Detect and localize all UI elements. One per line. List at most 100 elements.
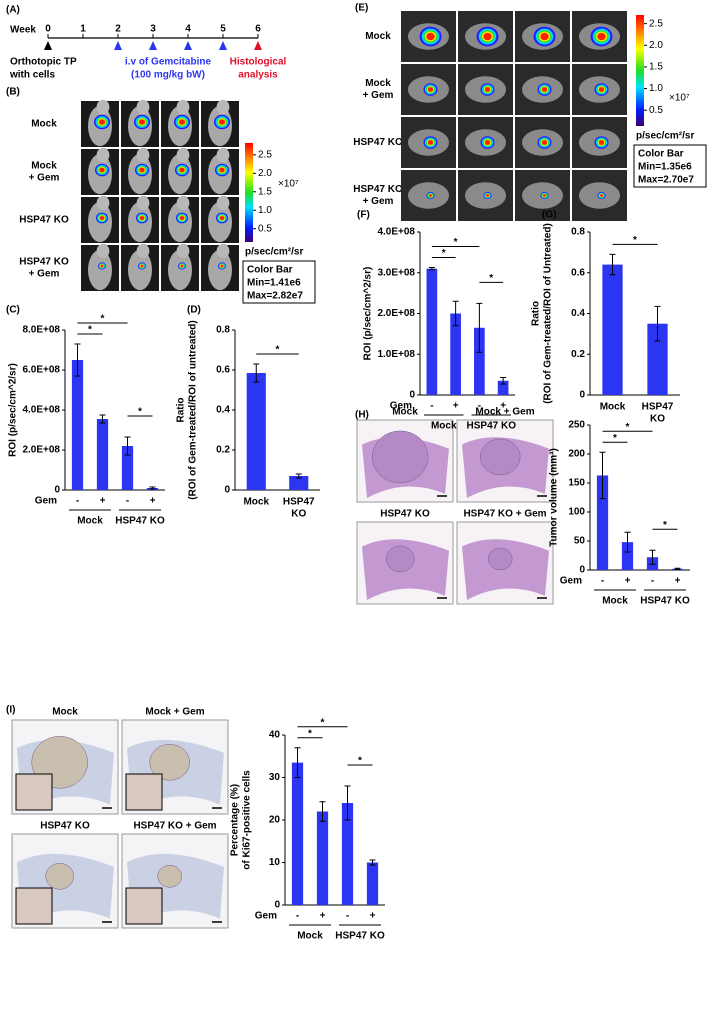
image-label: HSP47 KO <box>40 821 90 832</box>
y-tick-label: 0 <box>54 485 60 496</box>
signal <box>178 119 186 125</box>
significance-label: * <box>88 325 92 336</box>
group-label: HSP47 KO <box>467 421 517 432</box>
bar <box>246 373 266 490</box>
x-tick-label: - <box>126 496 129 507</box>
colorbar-label: 1.5 <box>649 62 663 73</box>
mouse-head <box>96 243 110 259</box>
bar <box>121 446 134 490</box>
x-tick-label: - <box>76 496 79 507</box>
inset <box>15 887 53 925</box>
y-tick-label: 2.0E+08 <box>22 445 60 456</box>
error-bar <box>500 376 507 385</box>
signal <box>540 32 549 41</box>
mouse-head <box>216 195 230 211</box>
signal <box>428 194 433 197</box>
arrowhead <box>219 41 227 50</box>
significance-label: * <box>442 248 446 259</box>
error-bar <box>295 473 302 479</box>
arrowhead <box>44 41 52 50</box>
panel-label: (F) <box>357 210 370 221</box>
x-tick-label: - <box>296 911 299 922</box>
bar <box>289 476 309 490</box>
signal <box>541 140 548 145</box>
mouse-head <box>136 195 150 211</box>
tissue <box>462 539 549 600</box>
timeline-text: Histological <box>230 57 287 68</box>
mouse-head <box>216 99 230 115</box>
colorbar-label: 1.5 <box>258 186 272 197</box>
row-label: Mock <box>31 161 57 172</box>
colorbar-label: 2.5 <box>649 18 663 29</box>
error-bar <box>319 801 326 822</box>
colorbar-box-text: Color Bar <box>638 149 684 160</box>
panel-label: (H) <box>355 410 369 421</box>
mouse-head <box>96 195 110 211</box>
inset <box>125 887 163 925</box>
bar <box>497 380 509 395</box>
group-label: HSP47 KO <box>640 596 690 607</box>
signal <box>483 32 492 41</box>
row-label: HSP47 KO <box>353 184 403 195</box>
tumor <box>45 863 74 890</box>
y-tick-label: 0.8 <box>571 227 585 238</box>
timeline-text: analysis <box>238 70 278 81</box>
colorbar-box-text: Min=1.35e6 <box>638 162 692 173</box>
x-tick-label: - <box>346 911 349 922</box>
signal <box>485 194 490 197</box>
significance-label: * <box>321 717 325 728</box>
y-tick-label: 100 <box>568 507 585 518</box>
y-tick-label: 4.0E+08 <box>377 227 415 238</box>
colorbar-label: 2.0 <box>258 168 272 179</box>
error-bar <box>609 253 616 276</box>
error-bar <box>99 414 106 424</box>
x-tick-label: + <box>370 911 376 922</box>
bar <box>96 419 109 490</box>
signal <box>139 215 145 221</box>
signal <box>598 140 605 145</box>
y-tick-label: 20 <box>269 815 281 826</box>
colorbar-label: 1.0 <box>258 205 272 216</box>
timeline-text: Orthotopic TP <box>10 57 77 68</box>
row-label: HSP47 KO <box>19 215 69 226</box>
y-tick-label: 0.2 <box>216 445 230 456</box>
image-label: HSP47 KO + Gem <box>133 821 216 832</box>
y-tick-label: 30 <box>269 772 281 783</box>
inset <box>15 773 53 811</box>
panel-label: (D) <box>187 305 201 316</box>
signal <box>597 32 606 41</box>
x-tick-label: + <box>320 911 326 922</box>
week-label: 3 <box>150 24 156 35</box>
signal <box>180 264 184 268</box>
x-tick-label: HSP47 <box>283 497 315 508</box>
signal <box>426 32 435 41</box>
row-label: Gem <box>255 911 277 922</box>
panel-label: (E) <box>355 3 368 14</box>
y-axis-label: ROI (p/sec/cm^2/sr) <box>8 363 19 457</box>
error-bar <box>124 436 131 456</box>
colorbar-label: 0.5 <box>258 223 272 234</box>
mouse <box>208 249 232 291</box>
row-label: + Gem <box>29 269 60 280</box>
y-axis-label: Percentage (%) <box>230 784 241 856</box>
arrowhead <box>184 41 192 50</box>
tumor <box>157 865 182 888</box>
panel-label: (I) <box>6 705 15 716</box>
mouse <box>128 249 152 291</box>
row-label: + Gem <box>29 173 60 184</box>
row-label: HSP47 KO <box>353 137 403 148</box>
colorbar-label: 2.0 <box>649 40 663 51</box>
signal <box>427 140 434 145</box>
error-bar <box>428 266 435 271</box>
significance-label: * <box>101 314 105 325</box>
image-label: Mock <box>392 407 418 418</box>
mouse-head <box>136 99 150 115</box>
mouse-head <box>96 99 110 115</box>
row-label: Gem <box>390 401 412 412</box>
y-tick-label: 200 <box>568 449 585 460</box>
y-tick-label: 10 <box>269 857 281 868</box>
panel-label: (C) <box>6 305 20 316</box>
week-label: 1 <box>80 24 86 35</box>
colorbar-box-text: Color Bar <box>247 265 293 276</box>
